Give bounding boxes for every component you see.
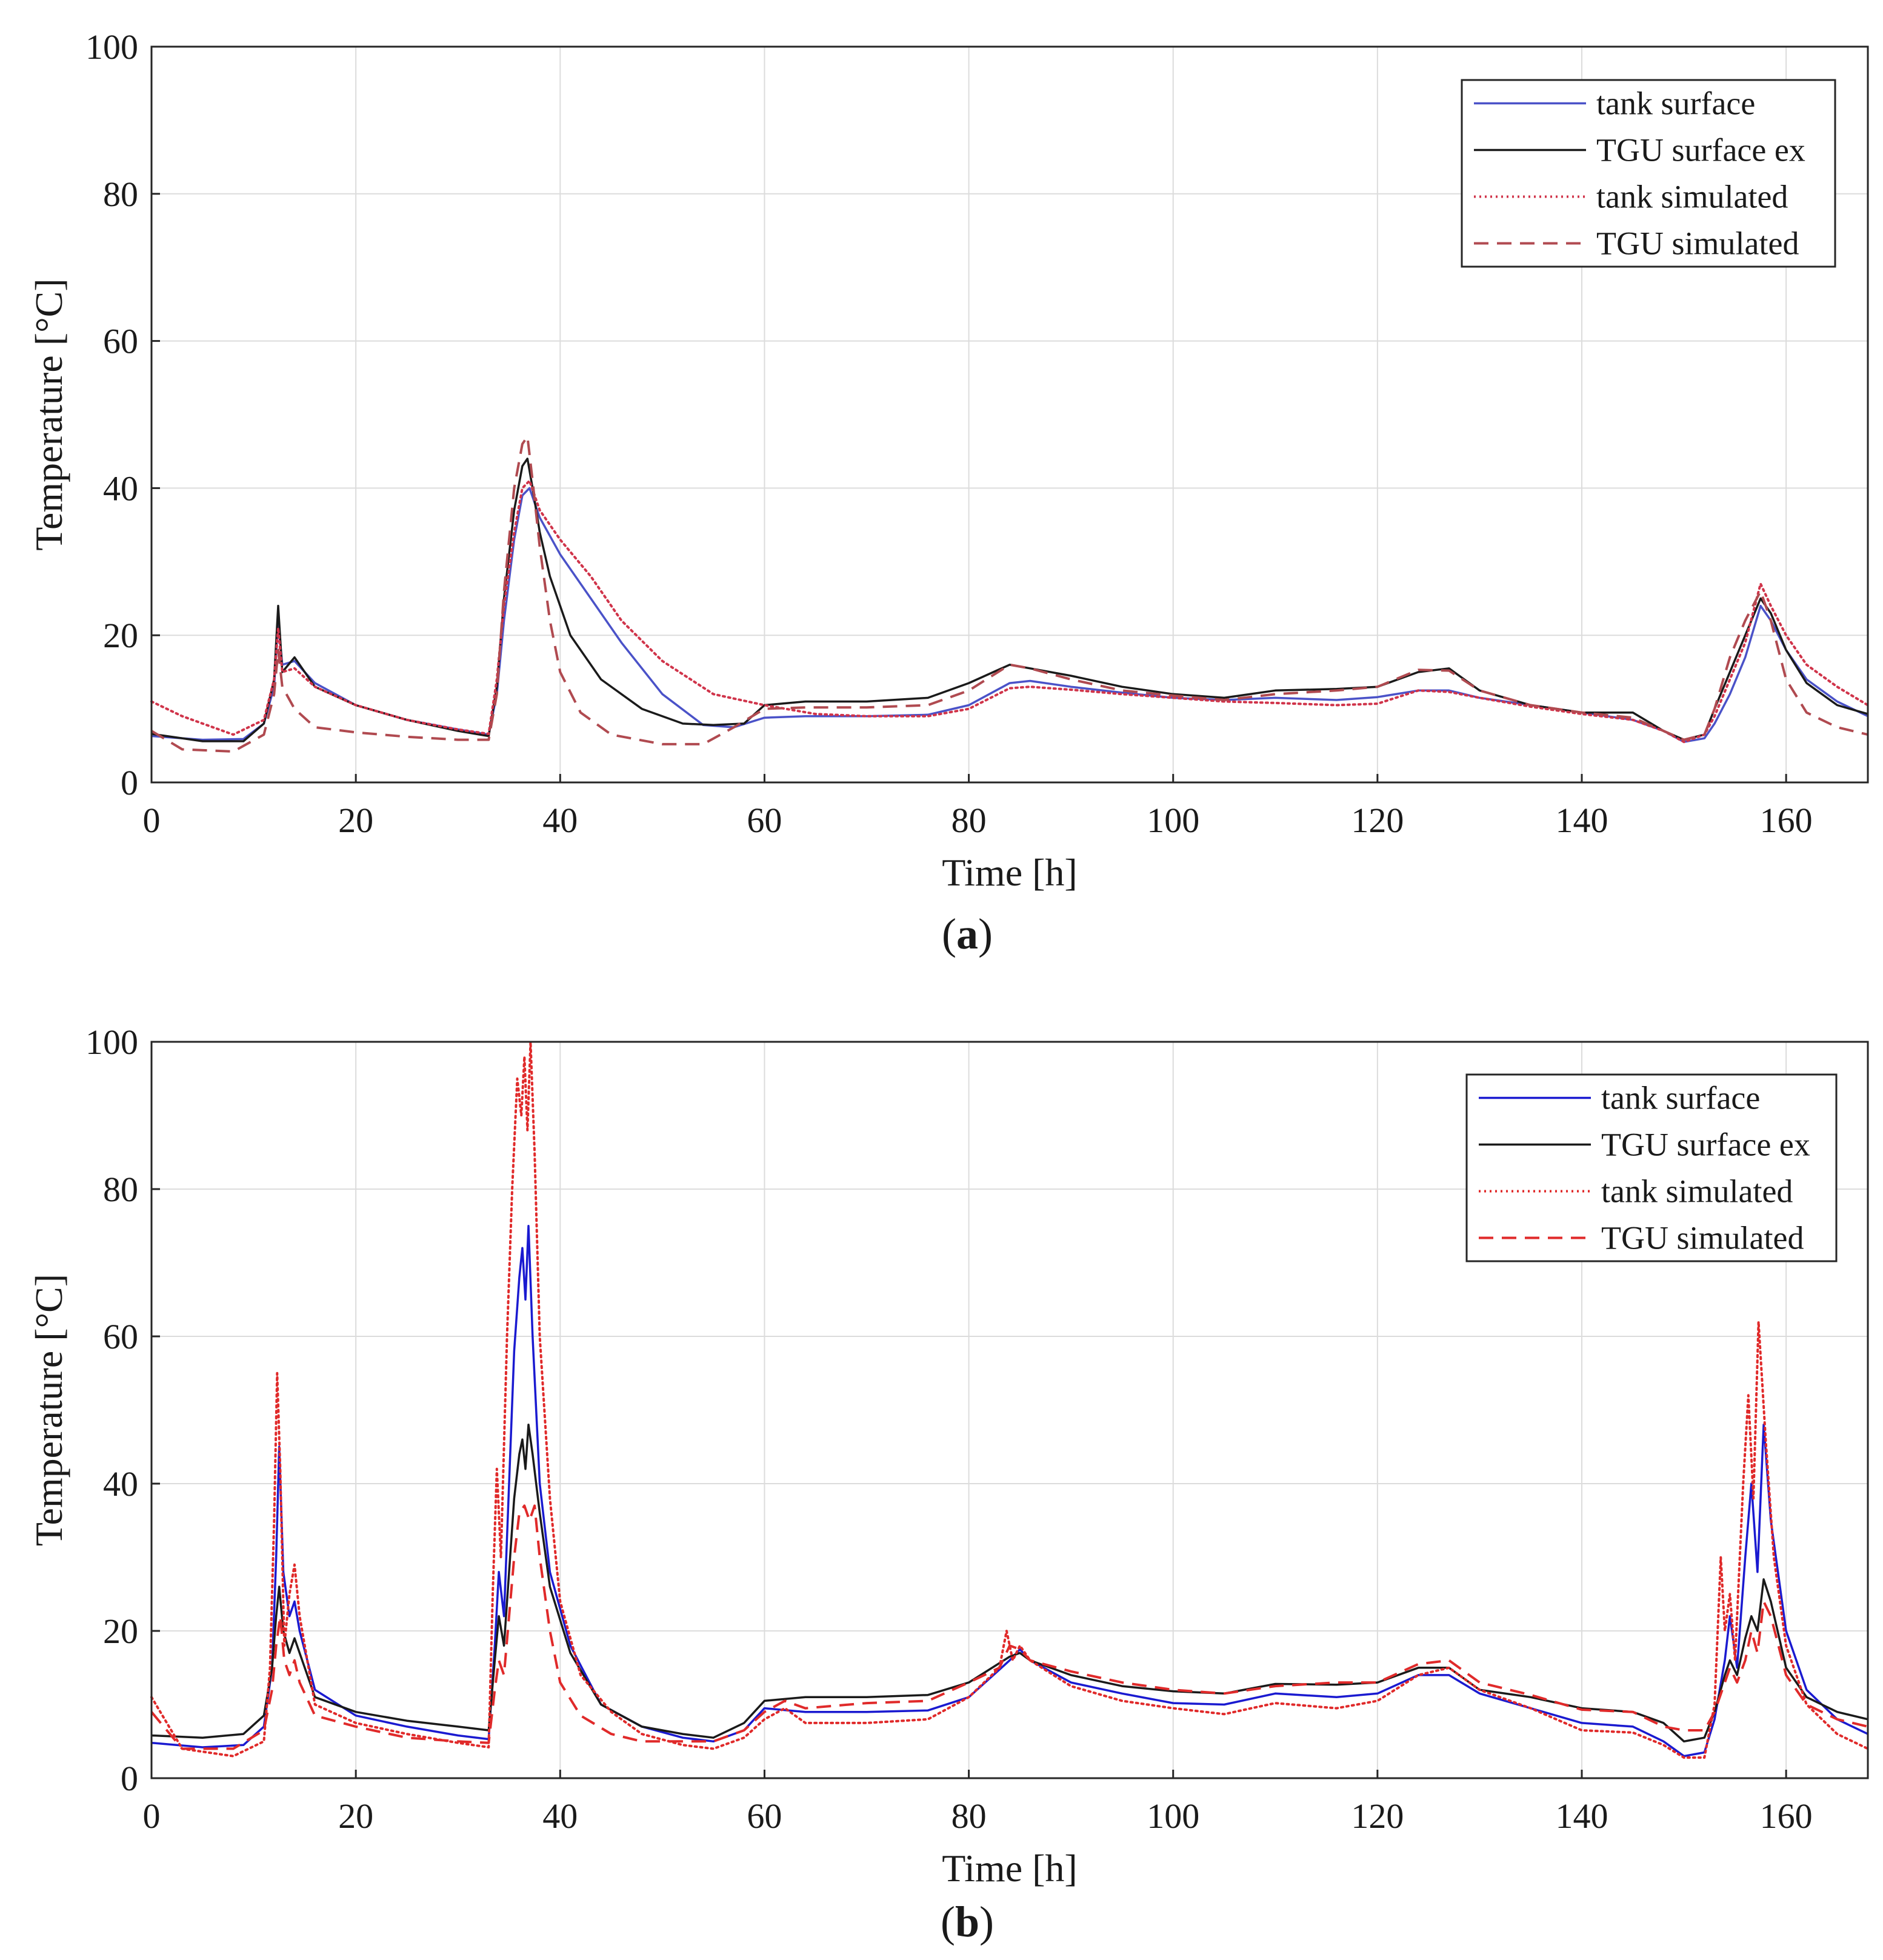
- series-line-tgu-simulated: [150, 1504, 1868, 1750]
- y-tick-label: 60: [103, 1317, 138, 1356]
- x-tick-label: 60: [747, 1796, 782, 1836]
- x-tick-label: 40: [542, 801, 578, 840]
- x-tick-label: 60: [747, 801, 782, 840]
- x-tick-label: 20: [338, 801, 373, 840]
- y-axis-title-b: Temperature [°C]: [27, 1274, 70, 1546]
- x-tick-label: 80: [951, 801, 987, 840]
- y-tick-label: 20: [103, 1612, 138, 1651]
- legend-a: tank surface TGU surface ex tank simulated…: [1461, 79, 1836, 268]
- x-tick-label: 20: [338, 1796, 373, 1836]
- legend-label: tank simulated: [1596, 179, 1788, 215]
- y-tick-label: 60: [103, 322, 138, 361]
- y-tick-label: 100: [85, 1022, 138, 1062]
- x-tick-label: 160: [1760, 1796, 1813, 1836]
- legend-box: [1461, 79, 1836, 268]
- legend-b: tank surface TGU surface ex tank simulated…: [1465, 1073, 1838, 1262]
- x-tick-label: 160: [1760, 801, 1813, 840]
- series-layer-a: [150, 435, 1869, 753]
- series-line-tgu-simulated: [150, 435, 1868, 753]
- x-tick-label: 40: [542, 1796, 578, 1836]
- series-line-tank-simulated: [150, 1041, 1869, 1759]
- legend-label: tank surface: [1601, 1080, 1760, 1116]
- y-tick-label: 0: [121, 1759, 138, 1798]
- legend-label: TGU simulated: [1601, 1220, 1804, 1256]
- y-tick-label: 80: [103, 1170, 138, 1209]
- x-axis-title-b: Time [h]: [942, 1847, 1077, 1890]
- y-tick-label: 40: [103, 468, 138, 508]
- legend-box: [1465, 1073, 1838, 1262]
- plot-border-b: [150, 1041, 1869, 1779]
- x-tick-label: 140: [1556, 801, 1608, 840]
- x-axis-title-a: Time [h]: [942, 851, 1077, 894]
- x-tick-label: 0: [143, 1796, 161, 1836]
- plot-border-a: [150, 45, 1869, 784]
- series-line-tank-simulated: [150, 479, 1869, 744]
- legend-label: TGU surface ex: [1601, 1127, 1810, 1163]
- panel-caption-a: (a): [942, 910, 993, 958]
- legend-label: TGU simulated: [1596, 225, 1799, 262]
- tick-labels-a: 0 20 40 60 80 100 120 140 160 0 20 40 60 80 100: [85, 27, 1813, 840]
- legend-label: TGU surface ex: [1596, 132, 1805, 168]
- x-tick-label: 0: [143, 801, 161, 840]
- tick-labels-b: 0 20 40 60 80 100 120 140 160 0 20 40 60 80 100: [85, 1022, 1813, 1836]
- panel-caption-b: (b): [941, 1898, 994, 1946]
- y-axis-title-a: Temperature [°C]: [27, 278, 70, 550]
- x-tick-label: 80: [951, 1796, 987, 1836]
- chart-panel-b: 0 20 40 60 80 100 120 140 160 0 20 40 60 80 100 Time […: [27, 1022, 1869, 1946]
- chart-panel-a: 0 20 40 60 80 100 120 140 160 0 20 40 60 80 100 Time […: [27, 27, 1869, 958]
- y-tick-label: 0: [121, 763, 138, 802]
- legend-label: tank surface: [1596, 85, 1755, 122]
- x-tick-label: 140: [1556, 1796, 1608, 1836]
- y-tick-label: 100: [85, 27, 138, 67]
- y-tick-label: 80: [103, 175, 138, 214]
- legend-label: tank simulated: [1601, 1173, 1793, 1210]
- y-tick-label: 20: [103, 616, 138, 655]
- x-tick-label: 100: [1147, 801, 1199, 840]
- x-tick-label: 120: [1351, 1796, 1404, 1836]
- x-tick-label: 120: [1351, 801, 1404, 840]
- series-layer-b: [150, 1041, 1869, 1759]
- x-tick-label: 100: [1147, 1796, 1199, 1836]
- y-tick-label: 40: [103, 1464, 138, 1504]
